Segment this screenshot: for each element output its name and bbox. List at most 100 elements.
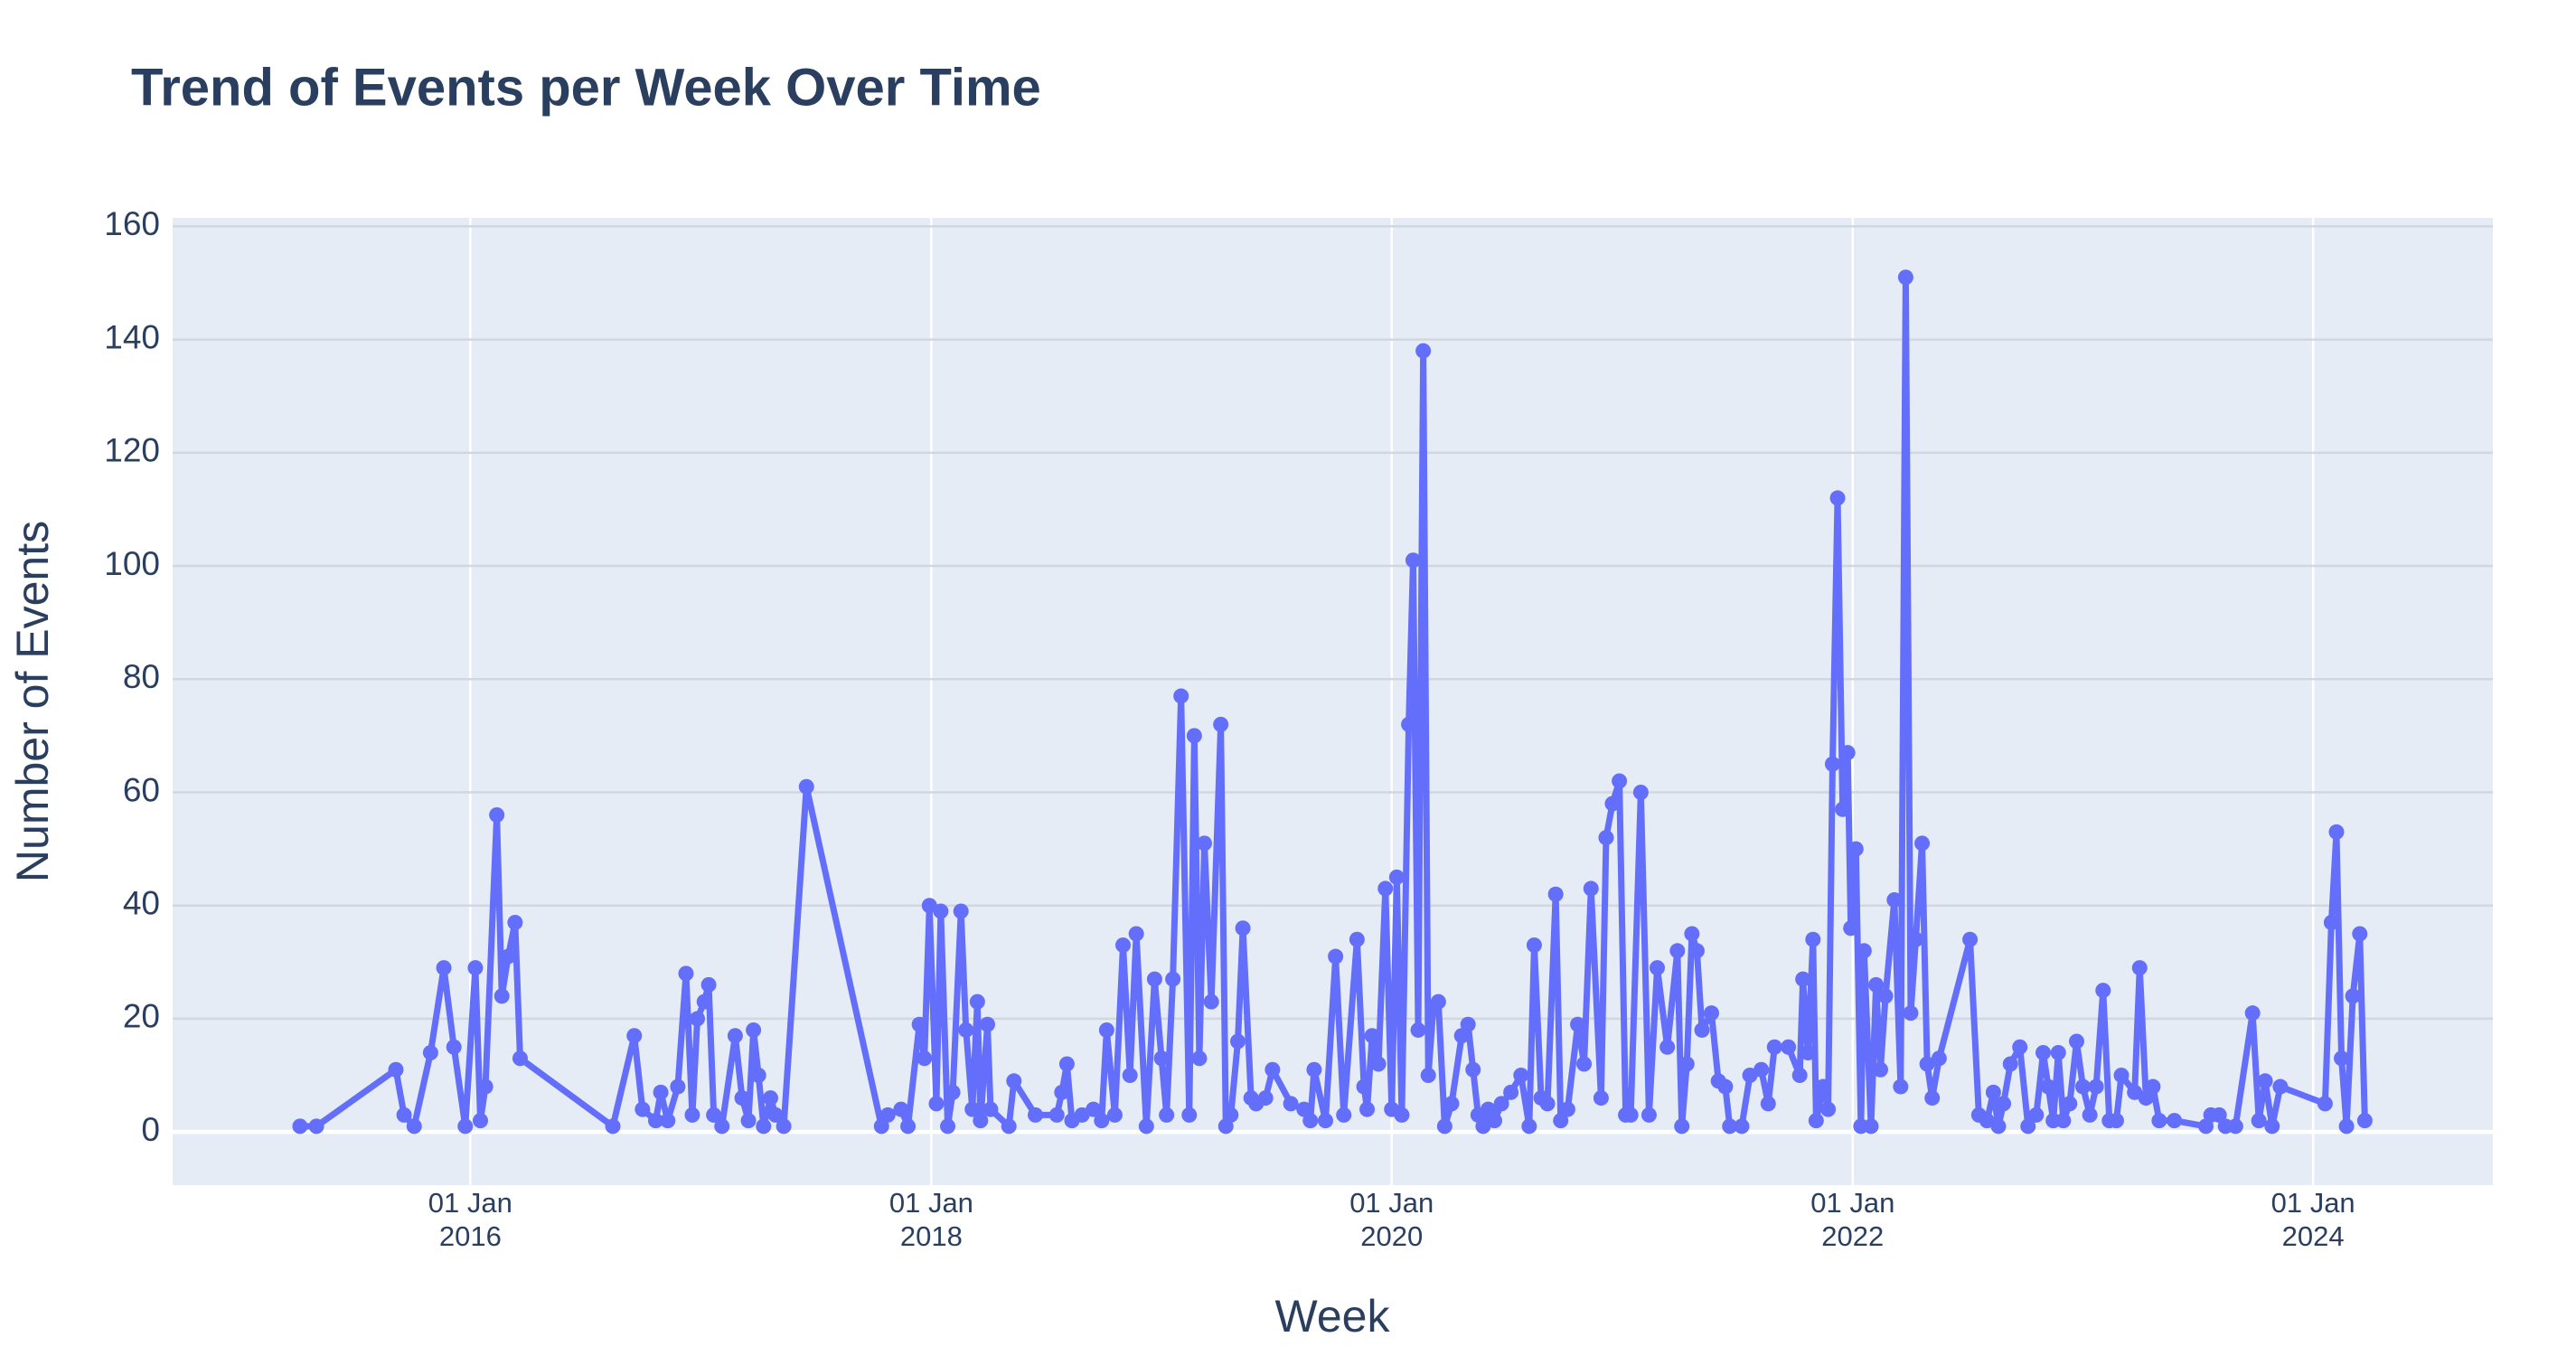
- data-point: [1159, 1106, 1175, 1123]
- data-point: [1058, 1056, 1075, 1072]
- data-point: [945, 1084, 961, 1100]
- x-tick-label: 01 Jan 2024: [2271, 1187, 2355, 1252]
- data-point: [2113, 1068, 2129, 1084]
- data-point: [2127, 1084, 2143, 1100]
- data-point: [1760, 1096, 1776, 1112]
- data-point: [1669, 943, 1686, 959]
- data-point: [1688, 943, 1705, 959]
- data-point: [756, 1118, 772, 1135]
- chart-title: Trend of Events per Week Over Time: [131, 58, 1041, 117]
- data-point: [396, 1106, 412, 1123]
- data-point: [308, 1118, 324, 1135]
- data-point: [1453, 1028, 1470, 1044]
- data-point: [292, 1118, 308, 1135]
- data-point: [1296, 1101, 1312, 1117]
- data-point: [1598, 830, 1614, 846]
- data-point: [512, 1050, 528, 1067]
- data-point: [473, 1113, 488, 1129]
- data-point: [1503, 1084, 1519, 1100]
- data-point: [1576, 1056, 1593, 1072]
- data-point: [1235, 920, 1251, 937]
- data-point: [1829, 490, 1846, 506]
- data-point: [1847, 841, 1864, 857]
- data-point: [1839, 745, 1856, 761]
- data-point: [388, 1061, 404, 1078]
- data-point: [917, 1050, 933, 1067]
- data-point: [958, 1022, 974, 1038]
- x-tick-label-line: 2024: [2282, 1220, 2345, 1252]
- data-point: [1678, 1056, 1695, 1072]
- data-point: [1641, 1106, 1657, 1123]
- data-point: [2040, 1078, 2056, 1095]
- data-point: [1547, 886, 1564, 902]
- data-point: [2345, 988, 2361, 1004]
- data-point: [979, 1016, 995, 1032]
- data-point: [2352, 926, 2368, 942]
- x-tick-label: 01 Jan 2016: [428, 1187, 512, 1252]
- data-point: [1835, 801, 1851, 817]
- x-axis-title: Week: [1275, 1291, 1391, 1342]
- x-tick-label: 01 Jan 2022: [1810, 1187, 1894, 1252]
- x-tick-label: 01 Jan 2018: [889, 1187, 973, 1252]
- data-point: [1583, 880, 1599, 897]
- x-tick-label-line: 01 Jan: [1810, 1187, 1894, 1219]
- data-point: [1394, 1106, 1410, 1123]
- data-point: [940, 1118, 956, 1135]
- data-point: [2095, 983, 2111, 999]
- data-point: [1356, 1078, 1372, 1095]
- x-tick-label-line: 01 Jan: [2271, 1187, 2355, 1219]
- data-point: [1257, 1090, 1274, 1106]
- data-point: [1302, 1113, 1319, 1129]
- data-point: [494, 988, 510, 1004]
- data-point: [746, 1022, 762, 1038]
- data-point: [1868, 976, 1885, 993]
- data-point: [1694, 1022, 1710, 1038]
- data-point: [406, 1118, 422, 1135]
- data-point: [1856, 943, 1872, 959]
- data-point: [1364, 1028, 1380, 1044]
- data-point: [1604, 796, 1621, 812]
- data-point: [1410, 1022, 1426, 1038]
- data-point: [436, 960, 452, 976]
- data-point: [1359, 1101, 1376, 1117]
- data-point: [1328, 948, 1344, 965]
- data-point: [1553, 1113, 1569, 1129]
- data-point: [1430, 993, 1446, 1010]
- y-tick-label: 0: [141, 1111, 160, 1148]
- data-point: [1791, 1068, 1808, 1084]
- data-point: [714, 1118, 730, 1135]
- data-point: [1203, 993, 1219, 1010]
- data-point: [1903, 1005, 1919, 1022]
- marks: [292, 269, 2373, 1135]
- data-point: [893, 1101, 909, 1117]
- data-point: [2145, 1078, 2161, 1095]
- data-point: [1283, 1096, 1299, 1112]
- x-tick-label-line: 01 Jan: [1349, 1187, 1434, 1219]
- data-point: [1931, 1050, 1947, 1067]
- data-point: [684, 1106, 700, 1123]
- data-point: [2108, 1113, 2124, 1129]
- data-point: [1460, 1016, 1476, 1032]
- data-point: [911, 1016, 927, 1032]
- data-point: [647, 1113, 663, 1129]
- data-point: [2020, 1118, 2036, 1135]
- data-point: [1996, 1096, 2012, 1112]
- data-point: [1649, 960, 1665, 976]
- data-point: [1513, 1068, 1529, 1084]
- data-point: [477, 1078, 494, 1095]
- data-point: [1306, 1061, 1322, 1078]
- data-point: [706, 1106, 722, 1123]
- data-point: [1213, 716, 1229, 732]
- data-point: [1734, 1118, 1750, 1135]
- data-point: [1122, 1068, 1138, 1084]
- data-point: [1098, 1022, 1114, 1038]
- data-point: [1493, 1096, 1509, 1112]
- y-tick-label: 120: [104, 432, 160, 469]
- data-point: [2138, 1090, 2154, 1106]
- data-point: [727, 1028, 743, 1044]
- data-point: [1475, 1118, 1491, 1135]
- data-point: [1863, 1118, 1879, 1135]
- data-point: [1181, 1106, 1198, 1123]
- data-point: [1893, 1078, 1909, 1095]
